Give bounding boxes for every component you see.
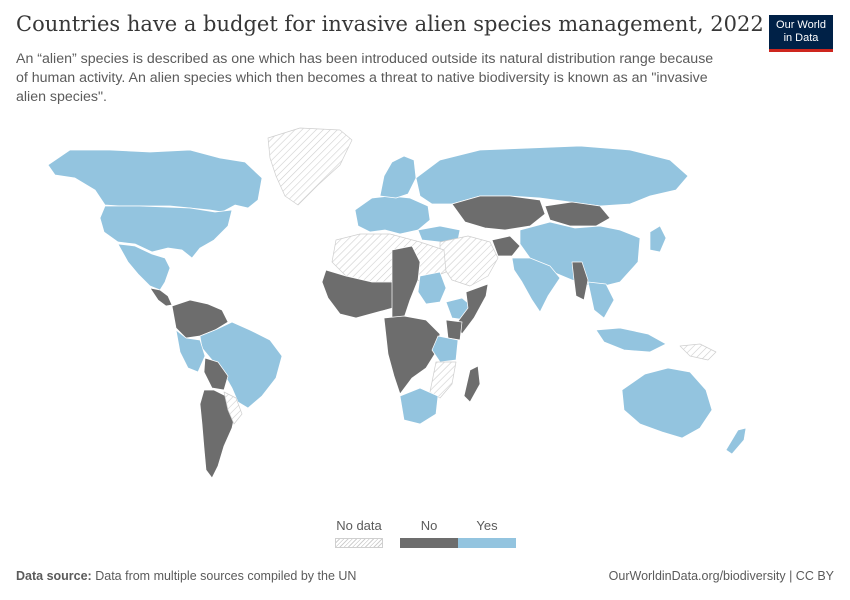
world-map bbox=[47, 127, 747, 479]
region-japan[interactable] bbox=[649, 225, 667, 253]
region-paraguay[interactable] bbox=[223, 391, 243, 425]
data-source: Data source: Data from multiple sources … bbox=[16, 569, 356, 583]
region-madagascar[interactable] bbox=[463, 365, 481, 403]
legend-swatch-no bbox=[400, 538, 458, 548]
region-mexico[interactable] bbox=[117, 243, 171, 291]
region-russia[interactable] bbox=[415, 145, 689, 207]
data-source-text: Data from multiple sources compiled by t… bbox=[95, 569, 357, 583]
region-central-africa[interactable] bbox=[391, 245, 421, 323]
legend-item-yes[interactable]: Yes bbox=[458, 518, 516, 548]
legend-item-no-data[interactable]: No data bbox=[330, 518, 388, 548]
region-west-africa[interactable] bbox=[321, 269, 411, 319]
region-indonesia[interactable] bbox=[595, 327, 667, 353]
region-sudan[interactable] bbox=[417, 271, 447, 305]
legend-swatch-yes bbox=[458, 538, 516, 548]
legend-label-no: No bbox=[420, 518, 438, 533]
region-scandinavia[interactable] bbox=[379, 155, 417, 199]
region-southeast-asia[interactable] bbox=[587, 281, 615, 319]
logo-line-2: in Data bbox=[783, 32, 819, 44]
region-europe[interactable] bbox=[354, 195, 431, 235]
data-source-label: Data source: bbox=[16, 569, 92, 583]
region-tanzania[interactable] bbox=[431, 335, 459, 363]
region-peru[interactable] bbox=[175, 329, 206, 373]
region-myanmar[interactable] bbox=[571, 261, 589, 301]
region-central-america[interactable] bbox=[149, 287, 173, 307]
legend-swatch-no-data bbox=[335, 538, 383, 548]
region-greenland[interactable] bbox=[267, 127, 353, 206]
region-mongolia[interactable] bbox=[544, 201, 611, 227]
region-australia[interactable] bbox=[621, 367, 713, 439]
region-kazakhstan[interactable] bbox=[451, 195, 546, 231]
region-usa[interactable] bbox=[99, 205, 233, 259]
chart-subtitle: An “alien” species is described as one w… bbox=[16, 51, 714, 105]
footer-credit: OurWorldinData.org/biodiversity | CC BY bbox=[609, 569, 834, 583]
region-somalia[interactable] bbox=[455, 283, 489, 335]
region-bolivia[interactable] bbox=[203, 357, 229, 391]
legend-label-no-data: No data bbox=[336, 518, 382, 533]
region-iran-arabia[interactable] bbox=[439, 235, 499, 287]
region-mozambique[interactable] bbox=[429, 361, 457, 399]
owid-logo[interactable]: Our World in Data bbox=[769, 15, 833, 52]
footer-license: | CC BY bbox=[789, 569, 834, 583]
region-afghanistan[interactable] bbox=[491, 235, 521, 257]
region-kenya[interactable] bbox=[445, 319, 463, 341]
legend-item-no[interactable]: No bbox=[400, 518, 458, 548]
region-png[interactable] bbox=[679, 343, 717, 361]
region-canada[interactable] bbox=[47, 149, 263, 213]
region-brazil[interactable] bbox=[199, 321, 283, 409]
region-colombia-venezuela[interactable] bbox=[171, 299, 229, 339]
logo-line-1: Our World bbox=[776, 19, 826, 31]
map-legend: No data No Yes bbox=[330, 518, 530, 550]
footer-url[interactable]: OurWorldinData.org/biodiversity bbox=[608, 569, 786, 583]
chart-title: Countries have a budget for invasive ali… bbox=[16, 12, 764, 36]
region-new-zealand[interactable] bbox=[725, 427, 747, 455]
region-congo-angola[interactable] bbox=[383, 315, 441, 395]
region-india[interactable] bbox=[511, 257, 561, 313]
legend-label-yes: Yes bbox=[476, 518, 498, 533]
region-south-africa[interactable] bbox=[399, 387, 439, 425]
